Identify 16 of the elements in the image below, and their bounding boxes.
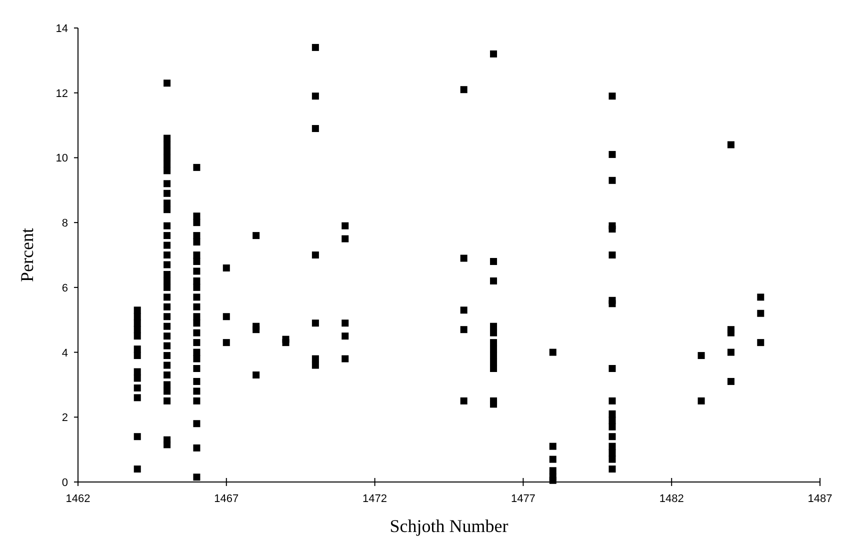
y-tick-label: 14 [56,23,68,35]
x-tick-label: 1472 [362,493,388,505]
x-axis-title: Schjoth Number [390,516,508,536]
x-tick-label: 1482 [659,493,684,505]
x-tick-label: 1477 [510,493,536,505]
y-tick-label: 8 [62,218,68,230]
y-tick-label: 4 [62,347,68,360]
x-tick-label: 1487 [808,493,832,505]
y-tick-label: 2 [62,412,68,424]
y-tick-label: 0 [62,477,68,489]
y-tick-label: 12 [56,88,68,100]
y-tick-label: 6 [62,282,68,294]
x-tick-label: 1462 [66,493,90,505]
y-axis-title: Percent [17,228,37,282]
y-tick-label: 10 [56,152,68,165]
x-tick-label: 1467 [214,493,239,505]
